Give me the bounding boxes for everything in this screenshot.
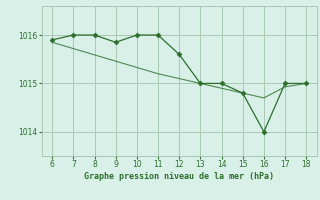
X-axis label: Graphe pression niveau de la mer (hPa): Graphe pression niveau de la mer (hPa)	[84, 172, 274, 181]
